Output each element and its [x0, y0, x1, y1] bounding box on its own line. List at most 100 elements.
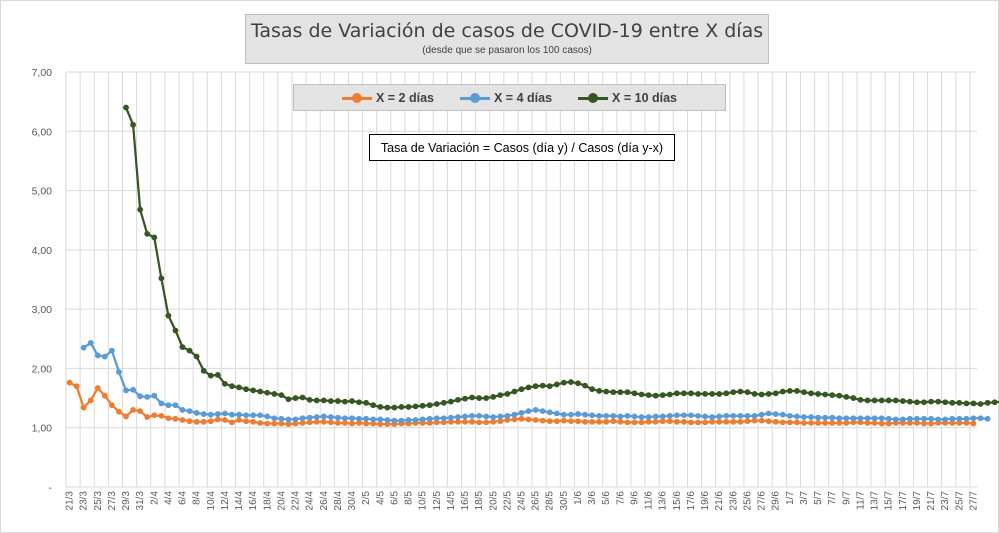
data-point: [66, 379, 73, 386]
data-point: [864, 397, 871, 404]
data-point: [349, 415, 355, 422]
data-point: [737, 418, 744, 425]
data-point: [709, 391, 716, 397]
data-point: [525, 384, 532, 391]
data-point: [723, 418, 730, 425]
data-point: [419, 402, 426, 409]
y-tick-label: 2,00: [32, 363, 53, 375]
data-point: [899, 416, 906, 423]
data-point: [469, 412, 475, 419]
x-tick-label: 23/6: [728, 491, 739, 511]
data-point: [751, 412, 758, 419]
data-point: [624, 412, 631, 419]
x-tick-label: 15/6: [672, 491, 683, 511]
data-point: [779, 411, 786, 418]
data-point: [681, 418, 687, 425]
data-point: [716, 418, 723, 425]
data-point: [589, 418, 596, 425]
data-point: [822, 420, 829, 426]
data-point: [483, 419, 490, 426]
data-point: [151, 412, 158, 419]
x-tick-label: 30/4: [347, 491, 358, 511]
data-point: [751, 391, 758, 397]
data-point: [179, 344, 186, 350]
data-point: [596, 388, 603, 394]
data-point: [172, 415, 179, 422]
data-point: [271, 420, 278, 427]
data-point: [250, 418, 257, 425]
data-point: [250, 387, 257, 394]
data-point: [377, 421, 384, 428]
data-point: [575, 380, 581, 387]
x-tick-label: 17/7: [898, 491, 909, 511]
data-point: [977, 401, 984, 407]
data-point: [786, 388, 793, 394]
data-point: [638, 419, 645, 426]
data-point: [836, 415, 843, 422]
data-point: [483, 413, 490, 420]
data-point: [518, 409, 525, 416]
data-point: [151, 234, 158, 241]
data-point: [885, 420, 892, 427]
data-point: [673, 418, 680, 425]
x-tick-label: 10/5: [418, 491, 429, 511]
x-tick-label: 4/4: [163, 491, 174, 505]
data-point: [758, 417, 765, 424]
data-point: [857, 419, 864, 426]
data-point: [624, 389, 631, 396]
data-point: [342, 415, 348, 422]
data-point: [229, 419, 235, 426]
data-point: [737, 412, 744, 419]
data-point: [539, 408, 546, 415]
data-point: [666, 412, 673, 419]
data-point: [504, 417, 511, 423]
data-point: [914, 420, 920, 426]
data-point: [236, 384, 242, 391]
data-point: [786, 419, 793, 426]
data-point: [264, 420, 271, 427]
data-point: [772, 411, 779, 417]
formula-annotation: Tasa de Variación = Casos (día y) / Caso…: [369, 134, 675, 161]
data-point: [462, 395, 468, 402]
data-point: [631, 419, 638, 426]
data-point: [490, 393, 497, 400]
data-point: [709, 414, 716, 420]
data-point: [94, 385, 101, 391]
x-tick-label: 16/4: [248, 491, 259, 511]
data-point: [137, 408, 144, 415]
x-tick-label: 6/5: [389, 491, 400, 505]
data-point: [116, 408, 122, 415]
data-point: [158, 400, 165, 407]
data-point: [123, 413, 129, 420]
data-point: [469, 394, 475, 401]
data-point: [631, 413, 638, 420]
data-point: [949, 415, 956, 422]
data-point: [123, 104, 129, 111]
data-point: [645, 414, 652, 420]
data-point: [87, 397, 94, 404]
x-tick-label: 20/4: [276, 491, 287, 511]
x-tick-label: 21/7: [926, 491, 937, 511]
data-point: [935, 416, 942, 423]
data-point: [186, 418, 193, 425]
data-point: [765, 410, 772, 417]
data-point: [772, 418, 779, 425]
data-point: [292, 416, 299, 423]
data-point: [94, 352, 101, 359]
legend-item-x2: X = 2 días: [341, 91, 434, 105]
data-point: [871, 415, 878, 422]
data-point: [222, 410, 228, 417]
data-point: [652, 392, 659, 399]
data-point: [723, 412, 730, 419]
data-point: [116, 369, 122, 375]
data-point: [568, 379, 574, 385]
data-point: [363, 399, 370, 406]
data-point: [193, 353, 200, 360]
data-point: [560, 411, 567, 418]
x-tick-label: 26/4: [319, 491, 330, 511]
data-point: [829, 420, 836, 426]
legend-item-x4: X = 4 días: [460, 91, 552, 105]
data-point: [73, 383, 80, 390]
data-point: [681, 412, 687, 419]
